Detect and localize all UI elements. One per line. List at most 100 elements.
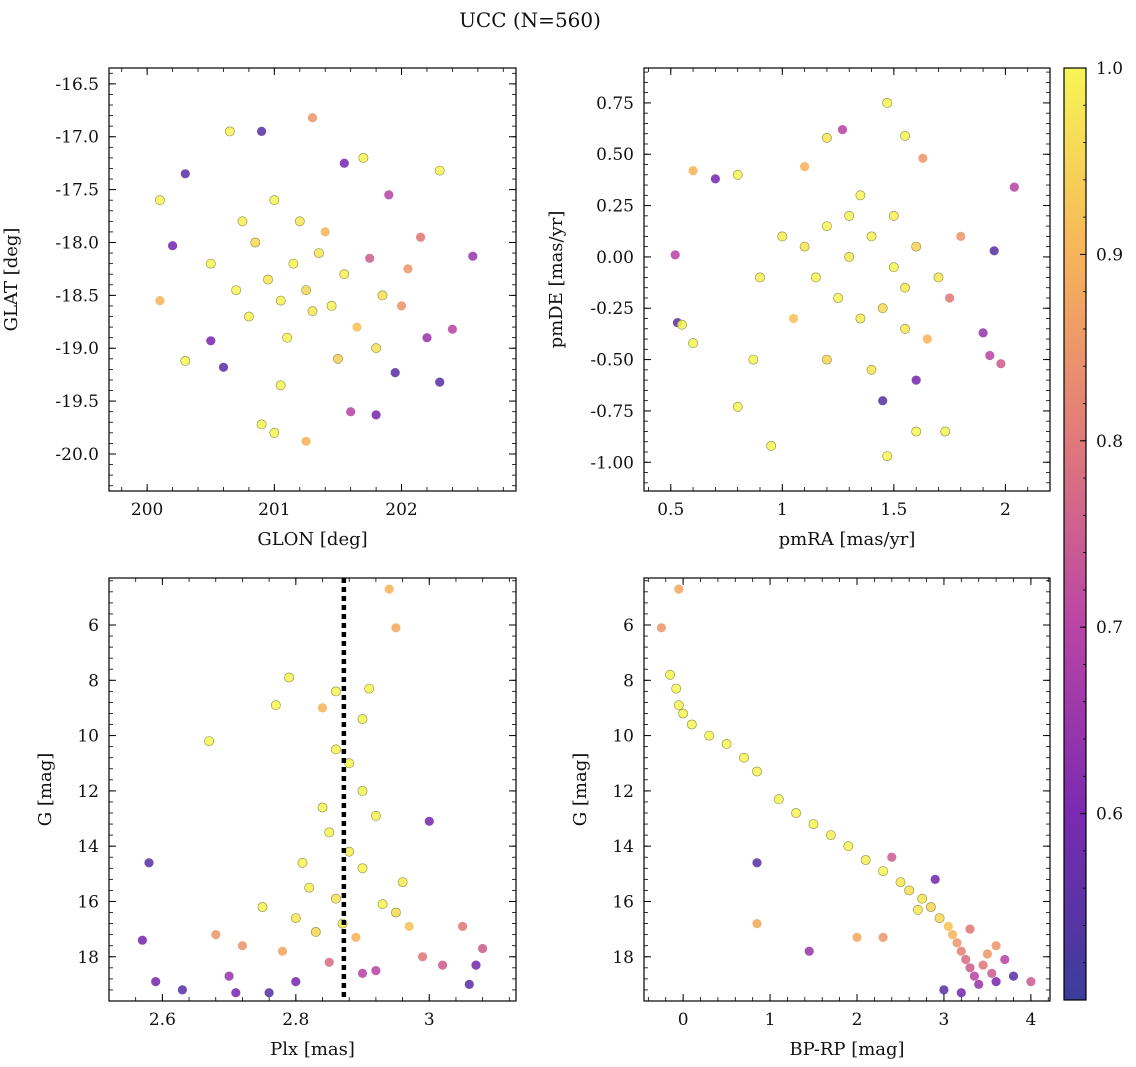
sky-point: [307, 113, 318, 123]
cmd-point: [665, 669, 675, 680]
sky-point: [307, 306, 318, 317]
pm-point: [844, 210, 855, 221]
pm-point: [837, 125, 848, 135]
plx-point: [317, 703, 328, 713]
sky-point: [275, 380, 286, 391]
plx-point: [390, 907, 401, 918]
cmd-point: [860, 855, 871, 865]
cmd-ytick-label: 12: [612, 782, 634, 802]
cmd-point: [969, 971, 980, 981]
cmd-point: [752, 766, 762, 777]
pm-point: [882, 451, 893, 461]
cmd-axes-frame: [643, 577, 1051, 1002]
pm-ytick-label: 0.50: [596, 145, 634, 165]
plx-point: [204, 736, 214, 746]
cmd-point: [987, 968, 997, 979]
cmd-point: [843, 841, 854, 852]
sky-point: [282, 332, 292, 343]
cmd-point: [991, 977, 1001, 987]
plx-point: [151, 977, 161, 987]
plx-point: [464, 979, 474, 990]
pm-point: [855, 190, 866, 201]
cmd-point: [704, 730, 715, 741]
sky-point: [250, 237, 261, 248]
pm-point: [855, 313, 866, 324]
pm-point: [933, 272, 944, 283]
sky-ylabel: GLAT [deg]: [1, 228, 22, 332]
plx-point: [377, 899, 388, 910]
plx-point: [317, 802, 328, 813]
cmd-point: [934, 913, 945, 923]
pm-xtick-label: 1: [777, 500, 788, 520]
plx-point: [458, 921, 468, 932]
cmd-point: [686, 719, 697, 730]
pm-point: [918, 153, 928, 163]
sky-point: [231, 285, 242, 295]
plx-xlabel: Plx [mas]: [270, 1039, 355, 1060]
panels: 200 201 202-20.0-19.5-19.0-18.5-18.0-17.5-…: [1, 67, 1051, 1060]
plx-point: [137, 935, 147, 945]
pm-ytick-label: 0.75: [596, 94, 634, 114]
sky-point: [269, 427, 280, 438]
sky-ytick-label: -20.0: [55, 445, 99, 465]
pm-point: [922, 334, 932, 344]
plx-point: [357, 968, 368, 979]
cmd-point: [739, 752, 749, 763]
sky-ytick-label: -17.5: [55, 181, 99, 201]
sky-point: [257, 126, 267, 136]
pm-xtick-label: 1.5: [880, 500, 907, 520]
plx-point: [324, 957, 334, 967]
plx-point: [471, 960, 481, 970]
plx-point: [231, 988, 241, 998]
sky-point: [155, 296, 165, 306]
pm-point: [799, 241, 810, 252]
pm-axes-frame: [643, 67, 1051, 492]
plx-point: [330, 686, 341, 697]
pm-point: [844, 251, 855, 262]
plx-point: [211, 930, 221, 940]
cmd-point: [904, 885, 915, 896]
pm-point: [822, 132, 832, 143]
cmd-point: [930, 874, 940, 885]
sky-point: [468, 251, 478, 261]
sky-xtick-label: 202: [385, 500, 417, 520]
cmd-xtick-label: 3: [939, 1010, 950, 1030]
cmd-point: [991, 941, 1001, 951]
plx-point: [397, 877, 408, 887]
pm-point: [911, 241, 922, 252]
cmd-xlabel: BP-RP [mag]: [789, 1039, 904, 1060]
cmd-ytick-label: 8: [623, 671, 634, 691]
plx-point: [324, 827, 335, 838]
plx-point: [351, 932, 361, 943]
plx-point: [384, 584, 394, 594]
pm-point: [710, 174, 721, 184]
pm-point: [777, 231, 788, 242]
sky-point: [396, 301, 407, 311]
pm-point: [833, 293, 843, 303]
sky-point: [416, 232, 426, 242]
cmd-ytick-label: 18: [612, 948, 634, 968]
plx-ylabel: G [mag]: [35, 753, 56, 826]
cmd-point: [678, 708, 688, 719]
sky-point: [339, 158, 349, 168]
sky-point: [224, 126, 235, 137]
pm-ytick-label: 0.25: [596, 197, 634, 217]
plx-point: [478, 943, 488, 954]
cmd-point: [656, 623, 667, 633]
pm-ytick-label: -0.25: [590, 299, 634, 319]
pm-point: [877, 303, 888, 314]
plx-point: [370, 810, 381, 821]
sky-point: [403, 264, 413, 274]
sky-axes-frame: [108, 67, 517, 492]
plx-point: [391, 623, 401, 633]
sky-point: [390, 368, 400, 378]
plx-point: [371, 966, 381, 976]
pm-point: [888, 210, 899, 221]
plx-point: [177, 985, 187, 995]
pm-point: [996, 359, 1006, 369]
sky-panel: 200 201 202 -20.0 -19.5 -19.0 -18.5 -18.0 -17.5 -…: [1, 67, 517, 550]
pm-point: [882, 98, 893, 108]
pm-point: [688, 338, 698, 349]
cmd-point: [965, 963, 975, 973]
plx-xtick-label: 3: [424, 1010, 435, 1030]
